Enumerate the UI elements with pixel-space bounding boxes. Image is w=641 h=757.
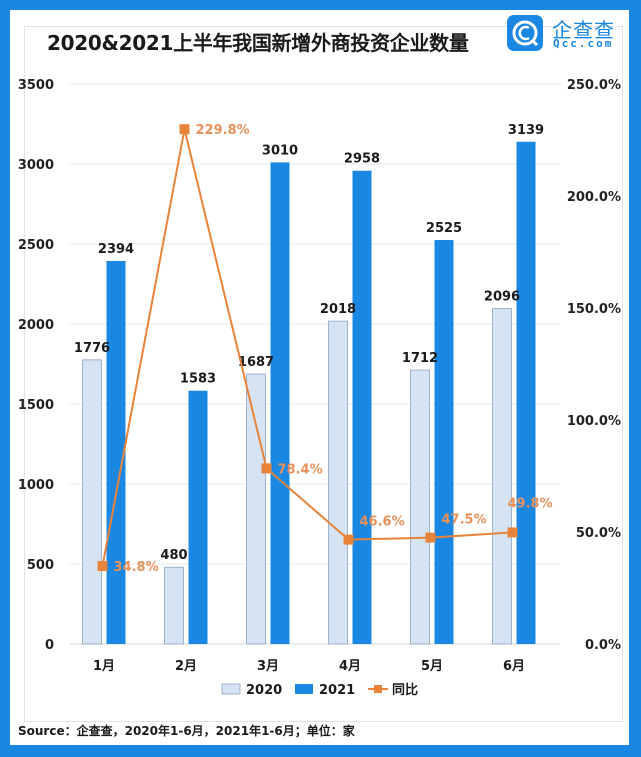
- bar-2021-label: 2394: [98, 242, 134, 257]
- x-axis-label: 4月: [339, 659, 361, 674]
- bar-2020: [410, 369, 430, 645]
- yoy-label: 46.6%: [360, 515, 405, 530]
- legend-2021-label: 2021: [319, 683, 355, 698]
- left-axis-tick: 0: [45, 638, 54, 653]
- left-axis-tick: 3000: [18, 158, 54, 173]
- yoy-label: 78.4%: [278, 462, 323, 477]
- yoy-marker: [261, 463, 272, 474]
- bar-2021-label: 2525: [426, 221, 462, 236]
- yoy-label: 47.5%: [442, 513, 487, 528]
- right-axis-tick: 50.0%: [576, 526, 621, 541]
- bar-2020-label: 1712: [402, 351, 438, 366]
- left-axis-tick: 3500: [18, 78, 54, 93]
- yoy-line: 34.8% 229.8% 78.4% 46.6% 47.5% 49.8%: [97, 123, 553, 575]
- bar-2021: [270, 162, 290, 644]
- bar-2020: [164, 566, 184, 645]
- right-axis-tick: 250.0%: [567, 78, 621, 93]
- bar-2020-label: 2096: [484, 290, 520, 305]
- logo-name-en: Qcc.com: [553, 37, 614, 50]
- bar-2020-label: 1776: [74, 341, 110, 356]
- yoy-marker: [97, 561, 108, 572]
- bar-2021: [188, 390, 208, 644]
- right-axis-tick: 0.0%: [585, 638, 621, 653]
- bar-2021-label: 1583: [180, 372, 216, 387]
- chart-title: 2020&2021上半年我国新增外商投资企业数量: [47, 31, 469, 55]
- x-axis-label: 2月: [175, 659, 197, 674]
- left-axis-tick: 2000: [18, 318, 54, 333]
- bar-2021: [516, 141, 536, 644]
- yoy-marker: [179, 124, 190, 135]
- logo-name-cn: 企查查: [552, 18, 615, 42]
- bar-2021-label: 2958: [344, 152, 380, 167]
- legend-2020-label: 2020: [246, 683, 282, 698]
- x-axis-label: 3月: [257, 659, 279, 674]
- gridlines: [70, 83, 560, 645]
- bar-2021: [352, 170, 372, 644]
- yoy-marker: [343, 534, 354, 545]
- yoy-line-path: [101, 129, 513, 567]
- yoy-label: 49.8%: [508, 496, 553, 511]
- left-axis-tick: 1500: [18, 398, 54, 413]
- bar-2020: [246, 373, 266, 645]
- bar-2020-label: 1687: [238, 355, 274, 370]
- qcc-logo-icon: [507, 15, 543, 51]
- chart-frame: [24, 26, 623, 722]
- bar-2020-label: 2018: [320, 302, 356, 317]
- bars: 1776 2394 480 1583 1687 3010 2018 2958 1712 2525 2…: [74, 123, 544, 645]
- yoy-label: 34.8%: [114, 560, 159, 575]
- left-axis-ticks: 0 500 1000 1500 2000 2500 3000 3500: [18, 78, 54, 653]
- right-axis-tick: 150.0%: [567, 302, 621, 317]
- bar-2020: [492, 308, 512, 645]
- left-axis-tick: 2500: [18, 238, 54, 253]
- right-axis-tick: 100.0%: [567, 414, 621, 429]
- bar-2021-label: 3139: [508, 123, 544, 138]
- left-axis-tick: 1000: [18, 478, 54, 493]
- right-axis-tick: 200.0%: [567, 190, 621, 205]
- bar-2021: [434, 240, 454, 644]
- bar-2021: [106, 260, 126, 644]
- x-axis-labels: 1月 2月 3月 4月 5月 6月: [93, 659, 525, 674]
- yoy-label: 229.8%: [196, 123, 250, 138]
- left-axis-tick: 500: [27, 558, 54, 573]
- right-axis-ticks: 0.0% 50.0% 100.0% 150.0% 200.0% 250.0%: [567, 78, 621, 653]
- yoy-marker: [425, 532, 436, 543]
- x-axis-label: 6月: [503, 659, 525, 674]
- bar-2020-label: 480: [160, 548, 187, 563]
- bar-2020: [82, 359, 102, 645]
- bar-2021-label: 3010: [262, 143, 298, 158]
- legend-yoy-label: 同比: [392, 682, 418, 698]
- legend: 2020 2021 同比: [221, 682, 418, 698]
- bar-2020: [328, 320, 348, 645]
- source-note: Source：企查查，2020年1-6月，2021年1-6月；单位：家: [18, 724, 355, 738]
- x-axis-label: 1月: [93, 659, 115, 674]
- legend-2020-swatch: [221, 683, 241, 695]
- legend-2021-swatch: [295, 684, 313, 694]
- x-axis-label: 5月: [421, 659, 443, 674]
- legend-yoy-marker: [374, 685, 382, 693]
- yoy-marker: [507, 527, 518, 538]
